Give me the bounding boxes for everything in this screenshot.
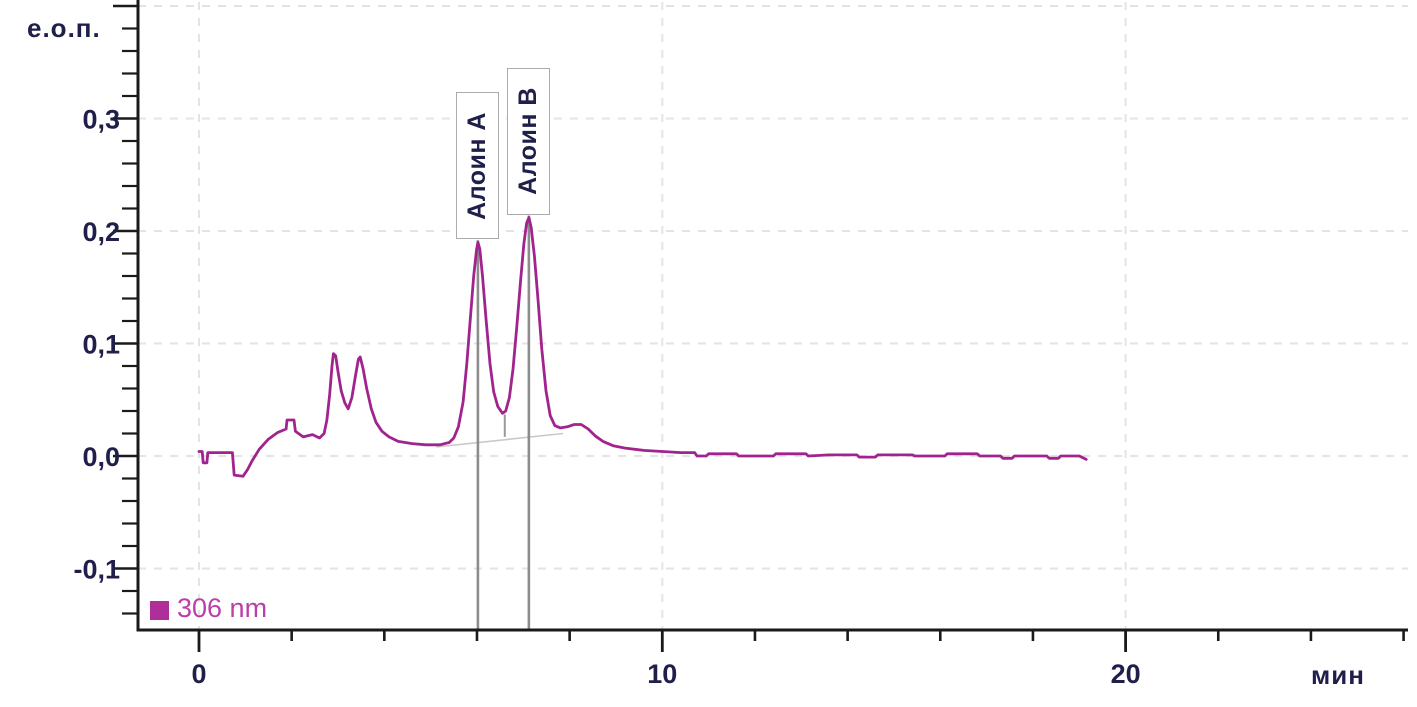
y-tick-label: -0,1 [73, 555, 120, 585]
y-tick-label: 0,1 [82, 330, 120, 360]
x-axis-unit-label: мин [1311, 660, 1365, 690]
x-tick-label: 20 [1111, 659, 1141, 689]
peak-label-text: Алоин В [514, 87, 543, 195]
integration-baseline [436, 432, 564, 448]
legend-color-swatch-icon [150, 600, 169, 620]
peak-label-aloin-b: Алоин В [507, 67, 551, 215]
y-tick-label: 0,3 [82, 105, 120, 135]
legend-wavelength-label: 306 nm [177, 593, 268, 623]
legend: 306 nm [150, 593, 267, 624]
x-tick-label: 10 [647, 659, 677, 689]
x-tick-label: 0 [191, 659, 206, 689]
y-axis-unit-label: е.о.п. [27, 13, 101, 43]
y-tick-label: 0,0 [82, 442, 120, 472]
peak-label-text: Алоин А [463, 111, 492, 220]
chromatogram-trace [197, 216, 1088, 478]
peak-label-aloin-a: Алоин А [456, 92, 500, 240]
y-tick-label: 0,2 [82, 217, 120, 247]
